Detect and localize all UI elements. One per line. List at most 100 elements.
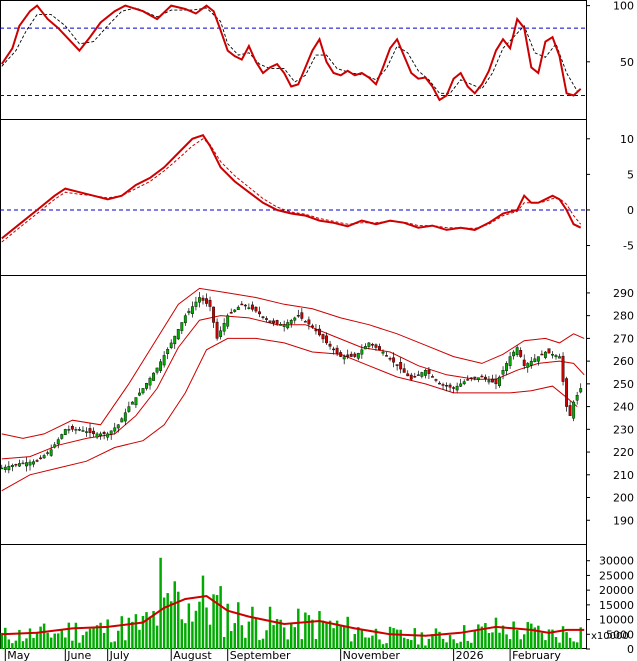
candle-body <box>205 298 208 304</box>
volume-bar <box>455 643 459 649</box>
volume-bar <box>392 628 395 649</box>
candle-body <box>381 351 385 354</box>
volume-bar <box>353 634 357 649</box>
month-label: November <box>343 649 401 661</box>
candle-body <box>265 318 268 320</box>
candle-body <box>385 355 388 357</box>
volume-bar <box>512 621 515 649</box>
candle-body <box>222 323 226 332</box>
volume-bar <box>381 644 385 649</box>
candle-body <box>307 319 311 325</box>
volume-bar <box>402 637 406 649</box>
candle-body <box>427 369 431 374</box>
y-tick-label: 25000 <box>599 569 634 582</box>
candle-body <box>198 297 201 303</box>
volume-bar <box>286 639 289 649</box>
volume-bar <box>374 628 378 649</box>
volume-bar <box>505 634 508 649</box>
candle-body <box>339 352 343 357</box>
candle-body <box>187 310 191 314</box>
volume-bar <box>572 641 575 649</box>
volume-bar <box>420 632 424 649</box>
volume-bar <box>247 621 251 649</box>
month-label: May <box>7 649 30 661</box>
candle-body <box>194 301 198 307</box>
volume-bar <box>438 631 441 649</box>
candle-body <box>515 347 519 356</box>
volume-bar <box>7 639 11 649</box>
volume-bar <box>378 639 381 649</box>
candle-body <box>551 354 554 356</box>
volume-bar <box>346 616 349 649</box>
candle-body <box>494 378 498 385</box>
volume-bar <box>477 624 480 649</box>
volume-bar <box>265 630 268 649</box>
candle-body <box>159 361 163 371</box>
candle-body <box>286 322 290 329</box>
volume-unit-label: x10000 <box>591 631 629 642</box>
volume-bar <box>565 632 568 649</box>
candle-body <box>250 304 254 310</box>
volume-bar <box>427 638 431 649</box>
candle-body <box>60 434 64 439</box>
candle-body <box>466 379 470 381</box>
stochastic-signal-line <box>1 7 578 94</box>
y-tick-label: 260 <box>613 355 634 368</box>
candle-body <box>469 377 473 379</box>
volume-bar <box>385 643 388 649</box>
candle-body <box>533 358 537 363</box>
volume-bar <box>46 632 49 649</box>
candle-body <box>325 335 328 344</box>
candle-body <box>572 401 576 419</box>
candle-body <box>183 315 187 324</box>
candle-body <box>491 378 494 383</box>
volume-bar <box>18 629 21 649</box>
volume-bar <box>0 632 4 649</box>
volume-bar <box>254 618 258 649</box>
volume-bar <box>279 619 282 649</box>
candle-body <box>452 387 456 389</box>
candle-body <box>438 382 441 385</box>
candle-body <box>296 315 300 317</box>
volume-bar <box>357 627 360 649</box>
volume-bar <box>78 642 81 649</box>
candle-body <box>498 376 501 386</box>
volume-bar <box>53 633 56 649</box>
candle-body <box>558 356 561 359</box>
candle-body <box>254 306 258 312</box>
candle-body <box>21 462 25 465</box>
volume-bar <box>473 629 477 649</box>
volume-bar <box>289 623 293 649</box>
candle-body <box>409 374 413 380</box>
volume-bar <box>395 629 399 649</box>
candle-body <box>229 312 233 314</box>
candle-body <box>35 460 39 462</box>
y-tick-label: 220 <box>613 446 634 459</box>
candle-body <box>565 378 569 407</box>
candle-body <box>236 306 240 310</box>
volume-bar <box>240 625 244 649</box>
candle-body <box>39 457 43 460</box>
bollinger-lower-band <box>1 337 578 492</box>
volume-bar <box>311 619 314 649</box>
volume-bar <box>487 633 491 649</box>
candle-body <box>233 309 237 312</box>
volume-bar <box>162 597 166 649</box>
volume-bar <box>558 642 561 649</box>
candle-body <box>282 324 286 327</box>
candle-body <box>363 346 367 350</box>
volume-bar <box>579 627 582 649</box>
candle-body <box>25 462 28 467</box>
volume-bar <box>208 624 212 649</box>
volume-bar <box>282 627 286 649</box>
volume-bar <box>49 637 53 649</box>
month-label: August <box>173 649 212 661</box>
candle-body <box>378 346 381 350</box>
volume-bar <box>268 606 272 649</box>
volume-bar <box>261 638 265 649</box>
volume-bar <box>138 629 141 649</box>
candle-body <box>423 370 427 376</box>
candle-body <box>370 344 374 346</box>
volume-bar <box>173 581 176 649</box>
